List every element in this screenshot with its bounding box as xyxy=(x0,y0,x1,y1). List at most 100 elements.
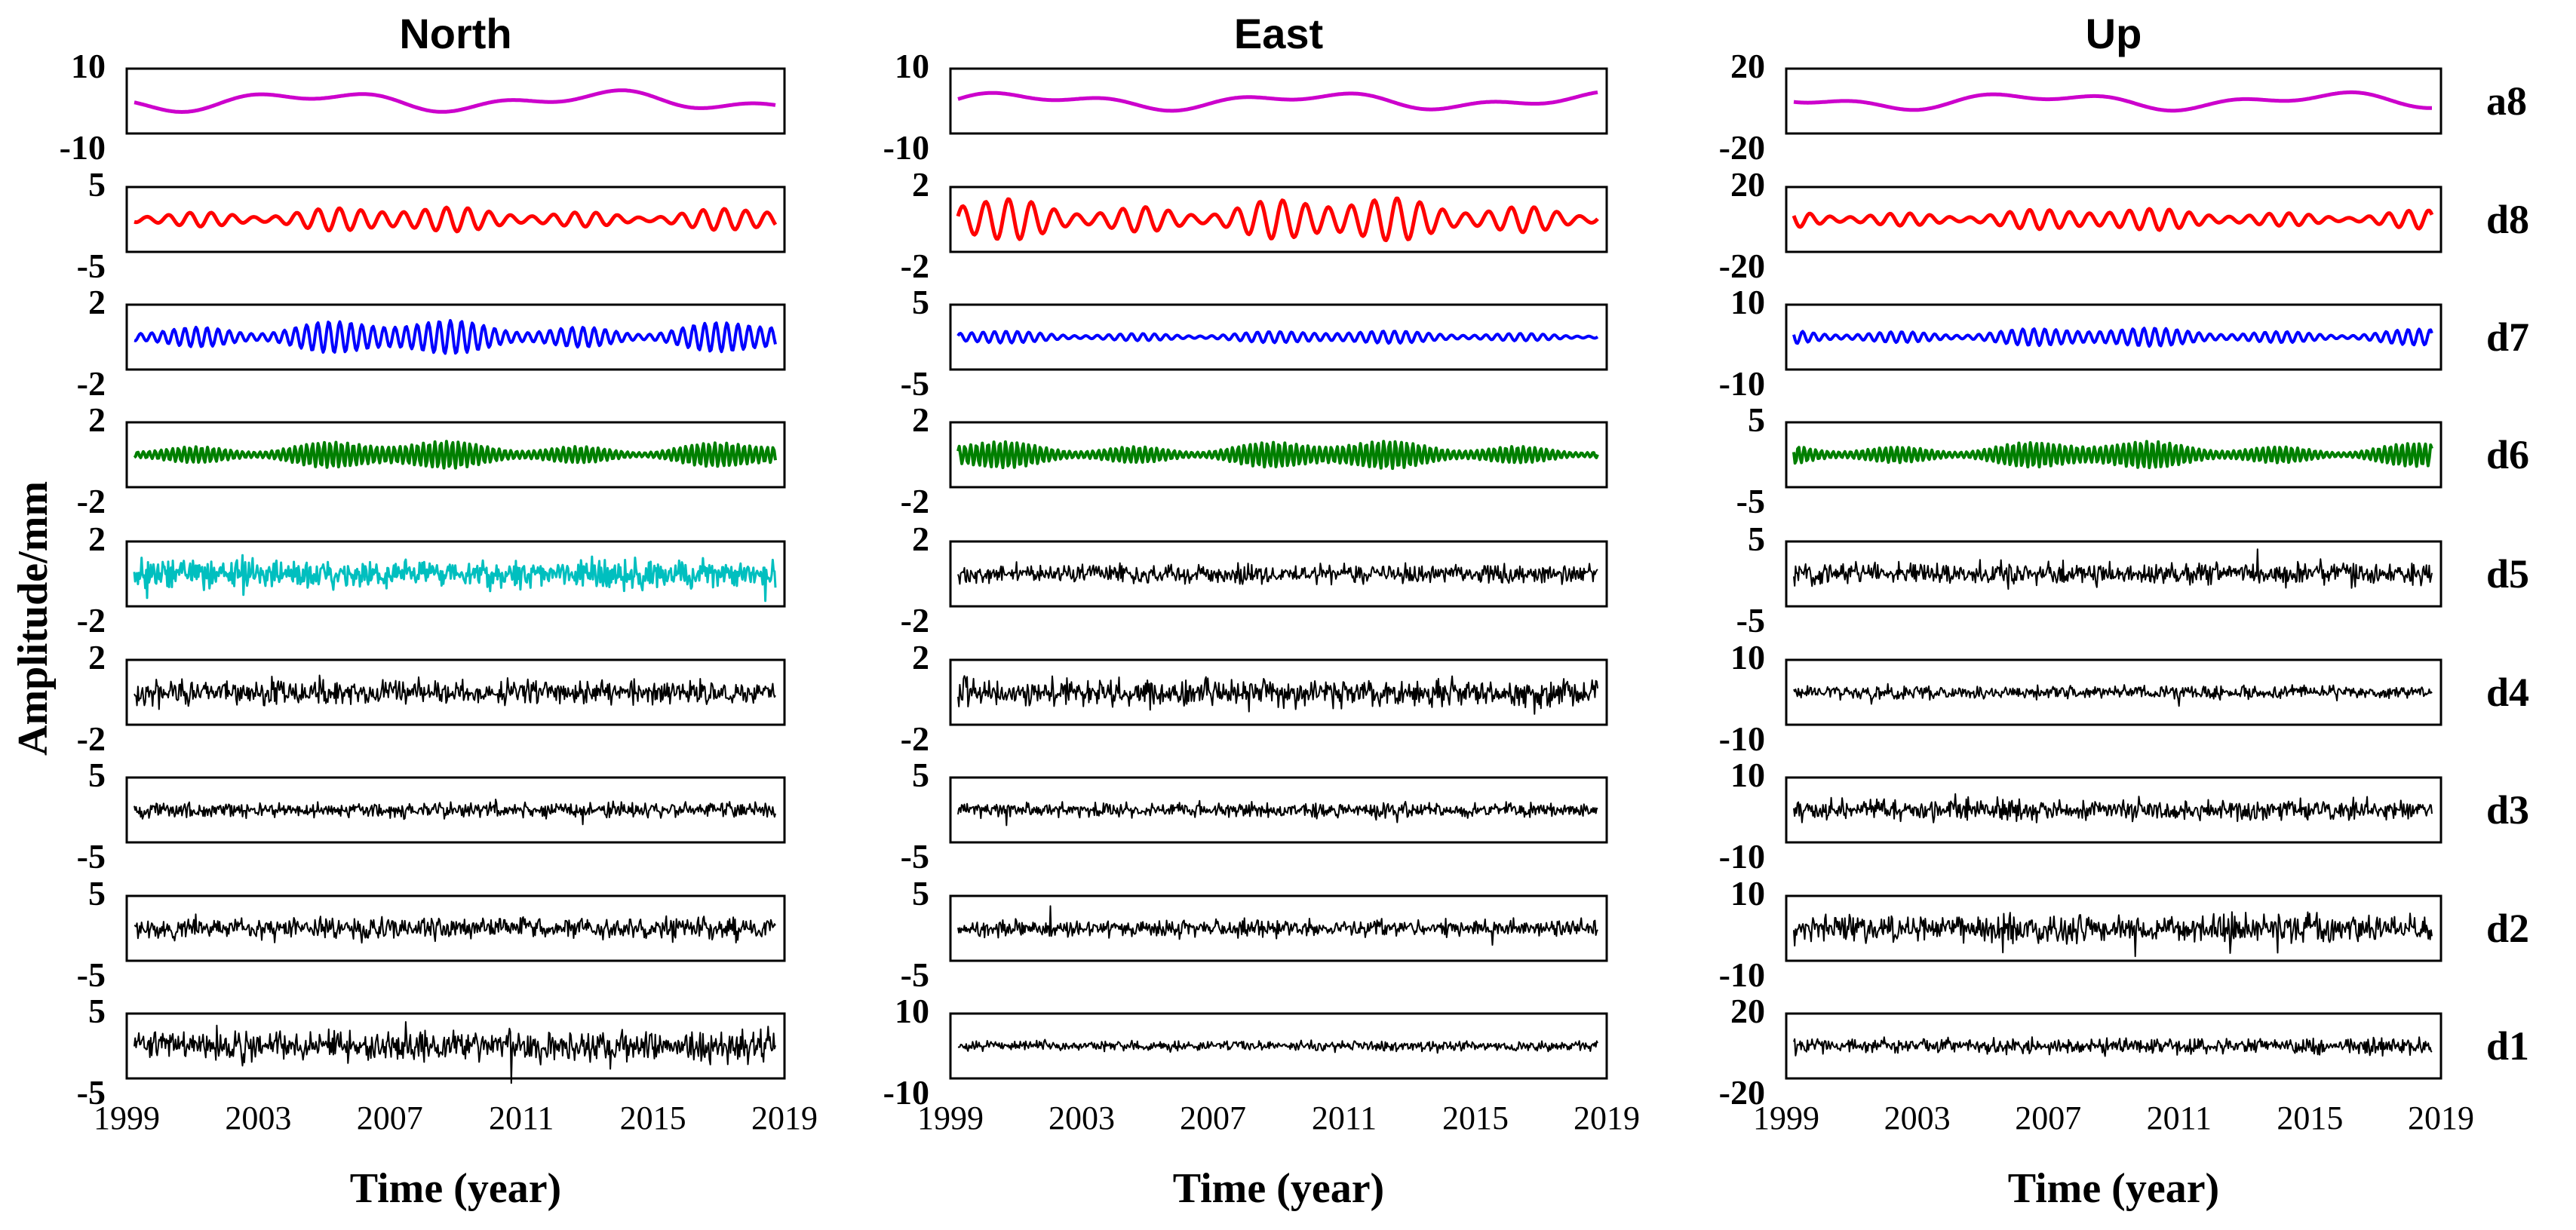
series-line-d2 xyxy=(134,913,776,944)
x-tick-label: 2007 xyxy=(1180,1100,1246,1136)
y-tick-label-top: 5 xyxy=(88,756,106,794)
y-tick-label-top: 5 xyxy=(88,165,106,204)
column-title: Up xyxy=(2086,10,2142,57)
panel-east-d4: 2 -2 xyxy=(901,638,1608,758)
x-tick-label: 2019 xyxy=(751,1100,818,1136)
y-tick-label-bottom: -5 xyxy=(901,955,929,994)
component-label-d5: d5 xyxy=(2486,551,2529,597)
y-tick-label-top: 2 xyxy=(912,638,929,676)
y-tick-label-bottom: -10 xyxy=(60,128,106,167)
y-tick-label-bottom: -5 xyxy=(77,837,106,876)
y-tick-label-bottom: -10 xyxy=(1719,364,1765,403)
x-axis-label: Time (year) xyxy=(350,1165,561,1212)
panel-north-d3: 5 -5 xyxy=(77,756,786,876)
series-line-d2 xyxy=(1793,911,2433,958)
x-tick-label: 2015 xyxy=(1442,1100,1509,1136)
y-tick-label-bottom: -10 xyxy=(1719,837,1765,876)
x-tick-label: 2007 xyxy=(2015,1100,2081,1136)
series-line-d4 xyxy=(134,674,776,710)
y-tick-label-bottom: -10 xyxy=(883,128,929,167)
y-tick-label-bottom: -10 xyxy=(1719,719,1765,758)
series-line-d2 xyxy=(957,905,1598,946)
series-line-d7 xyxy=(956,330,1599,345)
y-tick-label-bottom: -5 xyxy=(77,247,106,285)
series-line-d3 xyxy=(957,799,1598,827)
y-tick-label-top: 2 xyxy=(88,520,106,558)
y-tick-label-bottom: -2 xyxy=(77,364,106,403)
y-axis-label-group: Amplitude/mm xyxy=(10,481,57,756)
y-tick-label-top: 5 xyxy=(88,874,106,913)
y-tick-label-bottom: -2 xyxy=(77,601,106,640)
series-line-a8 xyxy=(1793,90,2433,113)
panel-east-d2: 5 -5 xyxy=(901,874,1608,994)
panel-east-d6: 2 -2 xyxy=(901,400,1608,520)
panel-east-a8: 10 -10 xyxy=(883,47,1608,167)
y-axis-label: Amplitude/mm xyxy=(10,481,57,756)
panel-up-d8: 20 -20 xyxy=(1719,165,2442,285)
x-tick-label: 2011 xyxy=(489,1100,554,1136)
y-tick-label-bottom: -20 xyxy=(1719,247,1765,285)
panel-up-d6: 5 -5 xyxy=(1736,400,2442,520)
series-line-a8 xyxy=(134,88,776,114)
component-labels: a8 d8 d7 d6 d5 d4 d3 d2 d1 xyxy=(2486,78,2529,1069)
y-tick-label-top: 10 xyxy=(1730,638,1765,676)
panel-east-d8: 2 -2 xyxy=(901,165,1608,285)
y-tick-label-bottom: -20 xyxy=(1719,1073,1765,1112)
x-tick-label: 2019 xyxy=(1574,1100,1640,1136)
y-tick-label-top: 2 xyxy=(912,165,929,204)
y-tick-label-top: 2 xyxy=(912,400,929,439)
x-tick-label: 2015 xyxy=(620,1100,686,1136)
x-tick-label: 1999 xyxy=(94,1100,160,1136)
y-tick-label-top: 10 xyxy=(895,47,929,85)
y-tick-label-top: 2 xyxy=(88,283,106,321)
y-tick-label-bottom: -2 xyxy=(901,247,929,285)
x-axis-label: Time (year) xyxy=(2008,1165,2219,1212)
series-line-d6 xyxy=(133,440,777,470)
y-tick-label-bottom: -10 xyxy=(883,1073,929,1112)
series-line-d5 xyxy=(957,561,1598,586)
component-label-d1: d1 xyxy=(2486,1023,2529,1069)
y-tick-label-bottom: -2 xyxy=(77,719,106,758)
y-tick-label-top: 5 xyxy=(912,283,929,321)
y-tick-label-top: 10 xyxy=(1730,874,1765,913)
panel-up-d2: 10 -10 xyxy=(1719,874,2442,994)
y-tick-label-top: 5 xyxy=(88,992,106,1030)
y-tick-label-bottom: -2 xyxy=(77,482,106,520)
panel-east-d5: 2 -2 xyxy=(901,520,1608,640)
y-tick-label-bottom: -5 xyxy=(1736,482,1765,520)
panel-frame xyxy=(125,67,786,135)
x-tick-label: 2011 xyxy=(1312,1100,1377,1136)
panel-east-d3: 5 -5 xyxy=(901,756,1608,876)
panel-north-d7: 2 -2 xyxy=(77,283,786,403)
y-tick-label-bottom: -5 xyxy=(901,837,929,876)
series-line-d1 xyxy=(1793,1036,2433,1057)
panel-north-d8: 5 -5 xyxy=(77,165,786,285)
x-tick-label: 2003 xyxy=(1049,1100,1115,1136)
y-tick-label-bottom: -10 xyxy=(1719,955,1765,994)
series-line-d3 xyxy=(134,799,776,826)
y-tick-label-bottom: -5 xyxy=(77,1073,106,1112)
y-tick-label-bottom: -5 xyxy=(77,955,106,994)
y-tick-label-top: 2 xyxy=(88,400,106,439)
panel-frame xyxy=(949,1012,1608,1080)
component-label-d8: d8 xyxy=(2486,197,2529,242)
y-tick-label-bottom: -2 xyxy=(901,482,929,520)
series-line-d8 xyxy=(134,205,778,234)
series-line-d1 xyxy=(134,1021,776,1084)
panel-up-d4: 10 -10 xyxy=(1719,638,2442,758)
y-tick-label-bottom: -2 xyxy=(901,719,929,758)
column-title: North xyxy=(399,10,511,57)
column-title: East xyxy=(1234,10,1323,57)
y-tick-label-top: 5 xyxy=(912,874,929,913)
panel-north-d5: 2 -2 xyxy=(77,520,786,640)
y-tick-label-top: 10 xyxy=(1730,756,1765,794)
y-tick-label-bottom: -5 xyxy=(1736,601,1765,640)
series-line-d1 xyxy=(957,1038,1598,1054)
component-label-d4: d4 xyxy=(2486,670,2529,715)
panel-up-d3: 10 -10 xyxy=(1719,756,2442,876)
panel-up-d5: 5 -5 xyxy=(1736,520,2442,640)
panel-frame xyxy=(1785,67,2442,135)
component-label-a8: a8 xyxy=(2486,78,2527,124)
